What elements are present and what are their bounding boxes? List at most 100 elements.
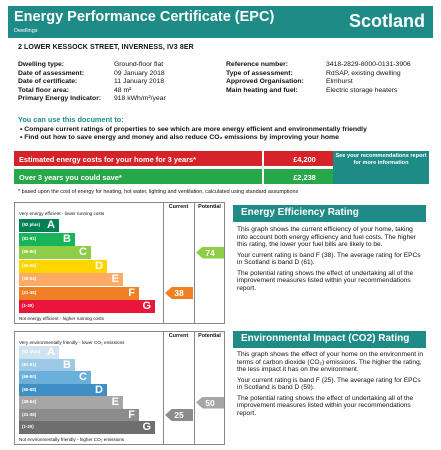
column-divider [194,203,195,323]
band-letter: F [128,408,135,421]
property-address: 2 LOWER KESSOCK STREET, INVERNESS, IV3 8… [18,44,194,51]
rating-band-b: (81-91) B [19,358,75,372]
energy-efficiency-chart: Current Potential Very energy efficient … [14,202,225,324]
column-current-header: Current [168,333,189,339]
list-item: • Compare current ratings of properties … [20,126,367,133]
detail-value: 918 kWh/m²/year [114,95,166,103]
detail-value: 09 January 2018 [114,69,165,77]
band-range: (21-38) [22,411,37,417]
panel-paragraph: The potential rating shows the effect of… [237,269,414,292]
column-potential-header: Potential [198,333,221,339]
band-range: (1-20) [22,424,34,429]
region-label: Scotland [348,11,425,31]
detail-label: Approved Organisation: [226,78,304,86]
potential-rating-arrow: 50 [196,396,224,409]
recommendations-note: See your recommendations report for more… [333,151,429,184]
band-letter: A [47,346,55,358]
detail-row-floor-area: Total floor area: 48 m² [18,87,166,96]
use-document-list: • Compare current ratings of properties … [20,126,367,142]
estimated-costs-value: £4,200 [264,151,345,166]
detail-value: RdSAP, existing dwelling [326,69,401,77]
rating-band-e: (39-54) E [19,273,123,286]
band-range: (21-38) [22,289,37,295]
detail-value: 11 January 2018 [114,78,165,86]
page-subtitle: Dwellings [14,28,38,34]
detail-label: Dwelling type: [18,61,65,68]
detail-label: Main heating and fuel: [226,86,298,94]
column-divider [194,332,195,444]
panel-paragraph: This graph shows the effect of your home… [237,351,424,373]
panel-paragraph: The potential rating shows the effect of… [237,394,414,417]
rating-band-g: (1-20) G [19,300,155,313]
panel-paragraph: This graph shows the current efficiency … [237,226,417,248]
band-range: (39-54) [22,276,37,281]
rating-band-g: (1-20) G [19,421,155,434]
band-letter: B [63,232,71,245]
page-title: Energy Performance Certificate (EPC) [14,9,275,25]
band-range: (81-91) [22,235,37,241]
panel-paragraph: Your current rating is band F (25). The … [237,376,421,392]
band-range: (81-91) [22,361,37,367]
rating-band-c: (69-80) C [19,371,91,384]
column-divider [163,332,164,444]
column-potential-header: Potential [198,204,221,210]
detail-label: Primary Energy Indicator: [18,95,102,103]
details-left: Dwelling type: Ground-floor flat Date of … [18,61,166,104]
chart-top-label: Very energy efficient - lower running co… [19,211,105,216]
band-range: (69-80) [22,374,37,379]
band-range: (92 plus) [22,349,41,354]
column-divider [163,203,164,323]
environmental-impact-chart: Current Potential Very environmentally f… [14,331,225,445]
band-range: (92 plus) [22,222,41,227]
detail-value: Ground-floor flat [114,61,164,68]
current-rating-arrow: 25 [165,409,193,421]
chart-bottom-label: Not energy efficient - higher running co… [19,316,104,321]
epc-header: Energy Performance Certificate (EPC) Dwe… [8,6,433,38]
rating-band-c: (69-80) C [19,246,91,259]
panel-paragraph: Your current rating is band F (38). The … [237,251,421,267]
rating-band-a: (92 plus) A [19,219,59,232]
detail-row-date-assessment: Date of assessment: 09 January 2018 [18,70,166,79]
band-letter: D [95,259,103,272]
potential-rating-arrow: 74 [196,246,224,259]
chart-bottom-label: Not environmentally friendly - higher CO… [19,437,125,442]
band-letter: E [111,396,119,408]
detail-label: Type of assessment: [226,69,293,77]
current-rating-arrow: 38 [165,287,193,299]
savings-value: £2,238 [264,169,345,184]
column-current-header: Current [168,204,189,210]
band-letter: E [111,273,119,285]
chart-top-label: Very environmentally friendly - lower CO… [19,340,125,345]
detail-value: Electric storage heaters [326,86,398,94]
band-letter: C [79,246,87,258]
environmental-impact-panel-title: Environmental Impact (CO2) Rating [233,331,426,348]
detail-row-date-certificate: Date of certificate: 11 January 2018 [18,78,166,87]
band-letter: B [63,358,71,371]
rating-band-d: (55-68) D [19,259,107,273]
cost-footnote: * based upon the cost of energy for heat… [18,189,299,195]
energy-efficiency-panel-text: This graph shows the current efficiency … [237,226,425,295]
band-letter: F [128,286,135,299]
detail-label: Total floor area: [18,86,69,94]
rating-band-e: (39-54) E [19,396,123,409]
band-range: (1-20) [22,303,34,308]
energy-efficiency-panel-title: Energy Efficiency Rating [233,205,426,222]
detail-row-assessment-type: Type of assessment: RdSAP, existing dwell… [226,70,411,79]
detail-label: Reference number: [226,61,288,68]
rating-band-a: (92 plus) A [19,346,59,359]
environmental-impact-panel-text: This graph shows the effect of your home… [237,351,425,420]
rating-band-d: (55-68) D [19,383,107,397]
detail-value: 3418-2829-8000-0131-3906 [326,61,411,68]
detail-label: Date of assessment: [18,69,85,77]
estimated-costs-label: Estimated energy costs for your home for… [14,151,262,166]
band-letter: G [142,300,151,312]
detail-value: 48 m² [114,86,132,94]
band-range: (39-54) [22,399,37,404]
band-range: (69-80) [22,249,37,254]
band-letter: G [142,421,151,433]
band-letter: D [95,383,103,396]
detail-value: Elmhurst [326,78,353,86]
detail-row-heating: Main heating and fuel: Electric storage h… [226,87,411,96]
rating-band-f: (21-38) F [19,408,139,422]
detail-row-dwelling-type: Dwelling type: Ground-floor flat [18,61,166,70]
